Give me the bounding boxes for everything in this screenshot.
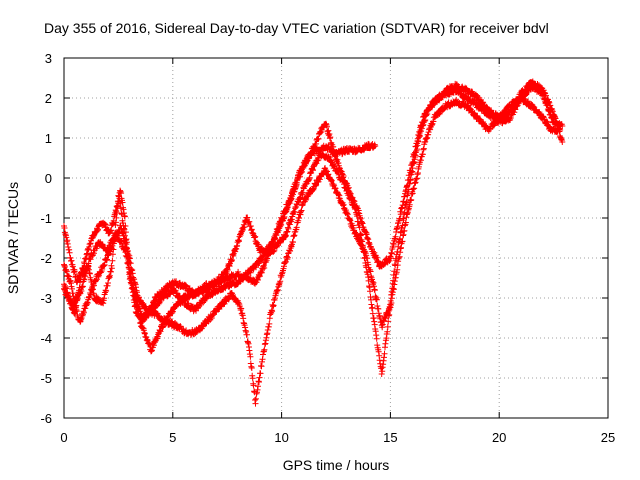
y-tick-label: 1 (45, 131, 52, 146)
y-tick-label: 2 (45, 91, 52, 106)
x-tick-label: 5 (169, 430, 176, 445)
y-tick-label: -5 (40, 371, 52, 386)
x-tick-label: 20 (492, 430, 506, 445)
series-3-markers (61, 93, 564, 407)
x-tick-labels: 0 5 10 15 20 25 (60, 430, 615, 445)
y-tick-label: 3 (45, 51, 52, 66)
data-markers (61, 78, 566, 407)
x-tick-label: 15 (383, 430, 397, 445)
y-tick-label: -6 (40, 411, 52, 426)
x-tick-label: 25 (601, 430, 615, 445)
y-tick-label: 0 (45, 171, 52, 186)
y-tick-label: -2 (40, 251, 52, 266)
series-1 (61, 140, 379, 326)
y-tick-label: -4 (40, 331, 52, 346)
grid-lines (64, 58, 608, 418)
x-tick-label: 10 (274, 430, 288, 445)
y-tick-label: -1 (40, 211, 52, 226)
y-axis-label: SDTVAR / TECUs (5, 182, 21, 294)
plot-frame (63, 57, 609, 419)
series-4 (61, 78, 566, 377)
series-1-markers (61, 140, 379, 326)
series-4-markers (61, 78, 566, 377)
series-3 (61, 93, 564, 407)
chart-title: Day 355 of 2016, Sidereal Day-to-day VTE… (44, 20, 549, 36)
x-axis-label: GPS time / hours (283, 457, 390, 473)
x-tick-label: 0 (60, 430, 67, 445)
axis-ticks (63, 57, 609, 419)
y-tick-label: -3 (40, 291, 52, 306)
y-tick-labels: -6 -5 -4 -3 -2 -1 0 1 2 3 (40, 51, 52, 426)
